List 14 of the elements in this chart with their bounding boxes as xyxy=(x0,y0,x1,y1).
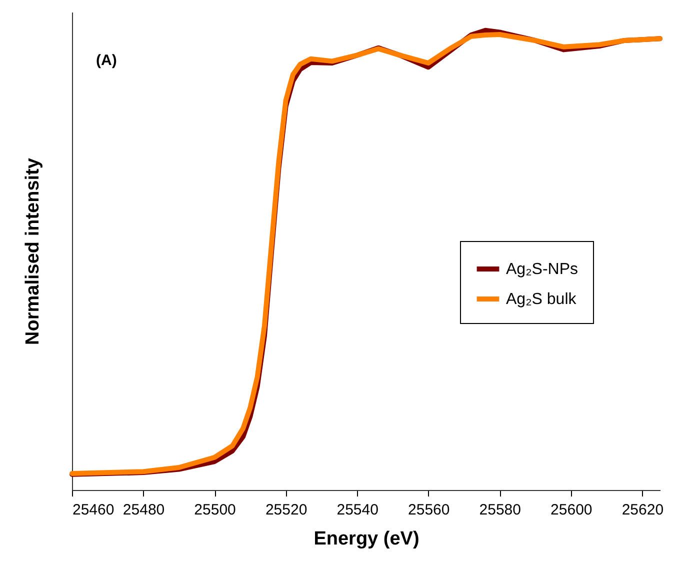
x-tick-label: 25620 xyxy=(622,502,664,518)
x-tick-label: 25520 xyxy=(265,502,308,518)
x-tick-label: 25560 xyxy=(408,502,450,518)
x-tick-label: 25500 xyxy=(194,502,236,518)
y-axis-title: Normalised intensity xyxy=(22,158,44,345)
x-axis-title: Energy (eV) xyxy=(314,528,420,550)
x-tick-label: 25460 xyxy=(72,502,114,518)
x-tick-label: 25480 xyxy=(122,502,165,518)
x-tick-label: 25600 xyxy=(550,502,592,518)
legend-label: Ag₂S-NPs xyxy=(506,261,578,278)
x-tick-label: 25580 xyxy=(479,502,521,518)
annotation: (A) xyxy=(96,52,117,69)
legend-label: Ag₂S bulk xyxy=(506,291,578,308)
x-tick-label: 25540 xyxy=(336,502,378,518)
